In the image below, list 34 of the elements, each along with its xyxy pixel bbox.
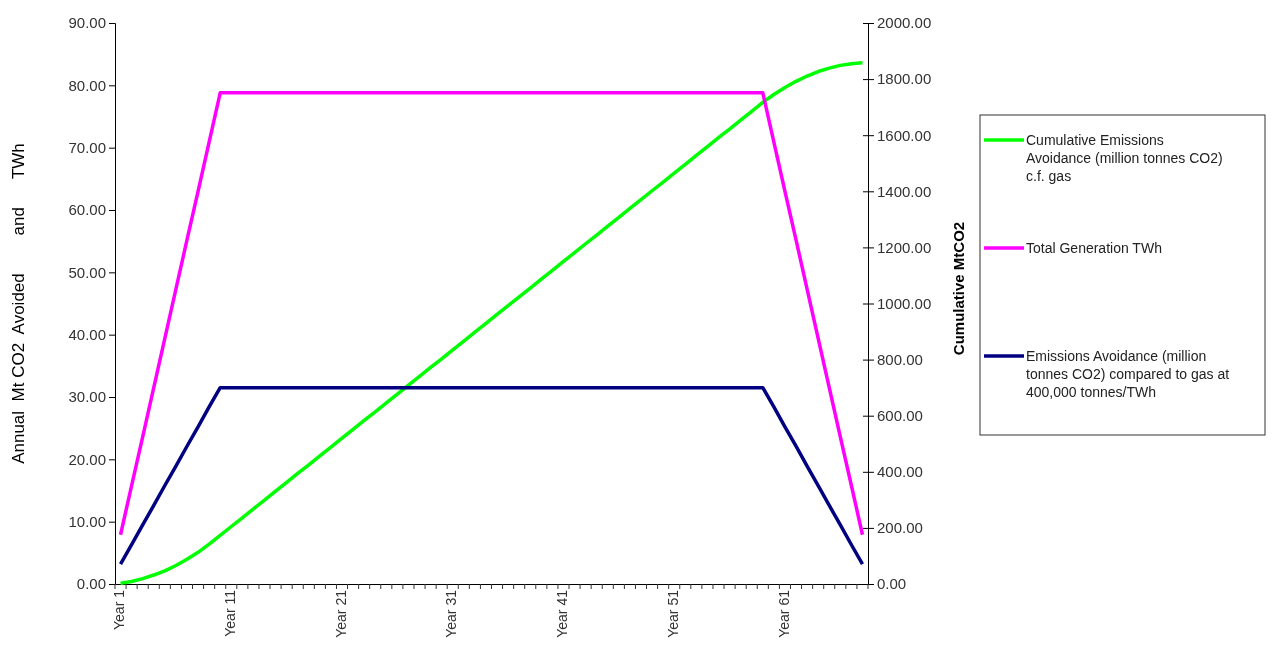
y-tick-label: 0.00: [76, 575, 106, 593]
y2-tick-label: 200.00: [877, 519, 923, 537]
y-tick-label: 50.00: [68, 263, 106, 281]
y2-tick-label: 600.00: [877, 407, 923, 424]
y2-tick-label: 2000.00: [877, 14, 932, 32]
y2-tick-label: 1200.00: [877, 238, 932, 256]
legend-label: Emissions Avoidance (million tonnes CO2) compared to gas at 400,000 tonnes/TWh: [1026, 348, 1230, 401]
legend-label: Total Generation TWh: [1026, 240, 1162, 256]
y-tick-label: 60.00: [68, 201, 106, 219]
y2-tick-label: 1600.00: [877, 126, 932, 144]
y-tick-label: 90.00: [68, 14, 106, 32]
x-tick-label: Year 41: [554, 589, 571, 638]
y2-tick-label: 1400.00: [877, 182, 932, 200]
y2-tick-label: 0.00: [877, 575, 907, 593]
y2-axis-title: Cumulative MtCO2: [950, 221, 967, 356]
y-tick-label: 10.00: [68, 512, 106, 530]
y-tick-label: 30.00: [68, 388, 106, 406]
y-tick-label: 20.00: [68, 450, 106, 468]
y2-tick-label: 800.00: [877, 350, 923, 368]
line-series: [118, 385, 865, 566]
y-tick-label: 80.00: [68, 76, 106, 94]
y-axis-title: Annual Mt CO2 Avoided and TWh: [9, 143, 28, 464]
y2-tick-label: 1800.00: [877, 70, 932, 88]
y-tick-label: 40.00: [68, 325, 106, 343]
x-tick-label: Year 11: [221, 589, 238, 637]
x-tick-label: Year 1: [111, 589, 128, 630]
x-tick-label: Year 61: [775, 589, 792, 638]
legend-label: Cumulative Emissions Avoidance (million tonnes CO2) c.f. gas: [1026, 132, 1223, 185]
x-tick-label: Year 21: [332, 589, 349, 638]
x-tick-label: Year 31: [443, 589, 460, 638]
x-tick-label: Year 51: [664, 589, 681, 638]
y2-tick-label: 400.00: [877, 463, 923, 481]
y2-tick-label: 1000.00: [877, 294, 932, 312]
y-tick-label: 70.00: [68, 138, 106, 156]
